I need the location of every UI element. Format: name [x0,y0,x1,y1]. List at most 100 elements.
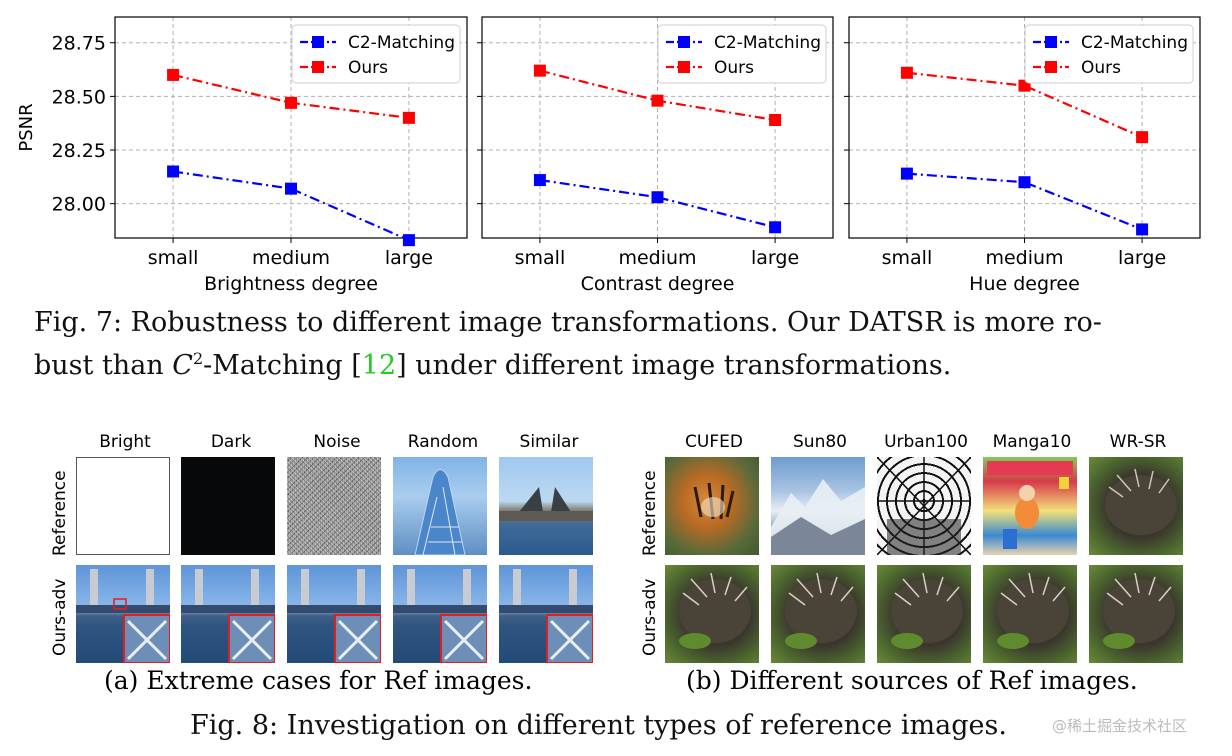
data-point [533,174,546,187]
legend-label: C2-Matching [1081,33,1188,53]
legend-marker [312,36,324,48]
panel-a-caption: (a) Extreme cases for Ref images. [104,666,533,695]
data-point [769,113,782,126]
ours-adv-bright [76,565,170,663]
y-axis-label: PSNR [16,103,37,151]
x-tick-label: small [515,247,566,269]
col-header: CUFED [685,432,743,452]
data-point [533,64,546,77]
col-header: Bright [99,432,151,452]
data-point [651,94,664,107]
panel-b-caption: (b) Different sources of Ref images. [686,666,1138,695]
data-point [651,191,664,204]
ours-adv-dark [181,565,275,663]
fig7-caption-line2: bust than C2-Matching [12] under differe… [34,341,1204,384]
col-header: Urban100 [884,432,968,452]
ref-image-wr-sr [1089,457,1183,555]
data-point [900,66,913,79]
ref-image-cufed [665,457,759,555]
data-point [1136,131,1149,144]
legend-label: Ours [348,58,388,78]
legend-label: Ours [714,58,754,78]
y-tick-label: 28.50 [52,86,106,108]
ref-image-random [393,457,487,555]
data-point [1018,176,1031,189]
data-point [769,221,782,234]
data-point [167,165,180,178]
x-axis-label: Hue degree [969,273,1080,295]
x-tick-label: large [1118,247,1166,269]
fig7-caption-text: bust than [34,350,173,381]
watermark: @稀土掘金技术社区 [1052,717,1188,735]
fig8-caption: Fig. 8: Investigation on different types… [190,710,1007,741]
col-header: Similar [519,432,579,452]
x-tick-label: medium [252,247,330,269]
data-point [402,111,415,124]
row-label-reference: Reference [50,470,70,556]
data-point [1136,223,1149,236]
data-point [167,68,180,81]
x-tick-label: medium [618,247,696,269]
col-header: Dark [210,432,252,452]
fig7-caption-text-mid: -Matching [ [203,350,362,381]
legend-label: Ours [1081,58,1121,78]
ours-adv-manga10 [983,565,1077,663]
data-point [900,167,913,180]
data-point [285,96,297,109]
x-axis-label: Brightness degree [204,273,378,295]
fig7-caption: Fig. 7: Robustness to different image tr… [34,305,1204,384]
x-tick-label: medium [985,247,1063,269]
data-point [285,182,297,195]
row-label-ours-adv: Ours-adv [50,578,70,656]
legend-box [291,24,461,84]
plot-frame [481,16,834,239]
x-tick-label: small [148,247,199,269]
fig7-caption-text-end: ] under different image transformations. [396,350,952,381]
x-tick-label: large [751,247,799,269]
fig7-caption-line1: Fig. 7: Robustness to different image tr… [34,307,1102,338]
ours-adv-urban100 [877,565,971,663]
ref-image-similar [499,457,593,555]
citation-link[interactable]: 12 [361,350,397,381]
ours-adv-noise [287,565,381,663]
legend-marker [312,61,324,73]
x-tick-label: large [385,247,433,269]
ours-adv-sun80 [771,565,865,663]
series-line [172,170,410,242]
col-header: WR-SR [1109,432,1167,452]
y-tick-label: 28.25 [52,140,106,162]
legend-marker [1045,36,1057,48]
legend-box [657,24,827,84]
plot-frame [848,16,1201,239]
legend-label: C2-Matching [714,33,821,53]
fig7-caption-c: C [172,350,193,381]
ref-image-sun80 [771,457,865,555]
col-header: Manga10 [992,432,1072,452]
fig7-charts: small medium large 28.00 28.25 28.50 28.75 PSNR… [16,16,1201,295]
legend-marker [1045,61,1057,73]
row-label-ours-adv: Ours-adv [640,578,660,656]
legend-marker [678,61,690,73]
series-line [906,172,1143,231]
ref-image-manga10 [983,457,1077,555]
col-header: Noise [313,432,361,452]
row-label-reference: Reference [640,470,660,556]
ref-image-urban100 [877,457,971,555]
ours-adv-random [393,565,487,663]
ours-adv-cufed [665,565,759,663]
legend-label: C2-Matching [348,33,455,53]
y-tick-label: 28.00 [52,194,106,216]
ours-adv-wr-sr [1089,565,1183,663]
x-axis-label: Contrast degree [581,273,735,295]
legend-marker [678,36,690,48]
y-tick-label: 28.75 [52,33,106,55]
series-line [906,71,1143,139]
col-header: Random [407,432,479,452]
plot-frame [114,16,468,239]
col-header: Sun80 [793,432,847,452]
ref-image-noise [287,457,381,555]
ours-adv-similar [499,565,593,663]
data-point [402,234,415,247]
ref-image-dark [181,457,275,555]
fig7-caption-sup: 2 [192,349,204,368]
